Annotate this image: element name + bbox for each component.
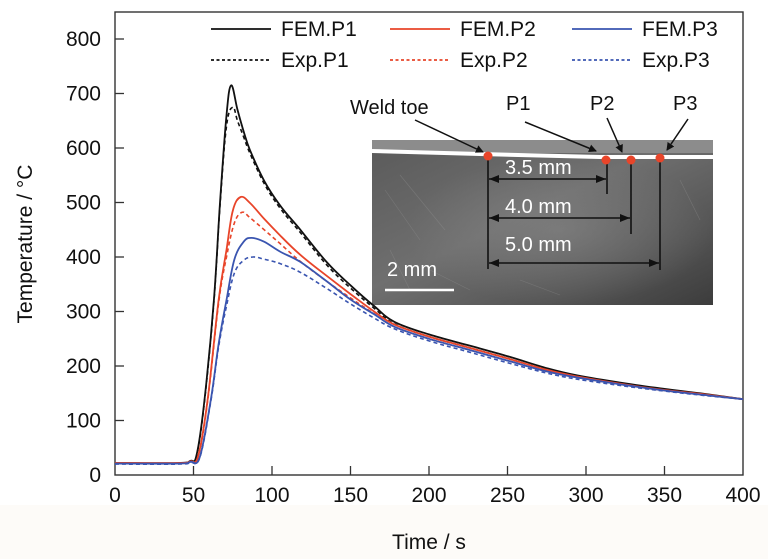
legend-label-fem-p3: FEM.P3 [642, 18, 718, 41]
photo-texture [384, 174, 701, 296]
y-tick-label: 300 [66, 301, 101, 324]
series-lines [114, 84, 744, 466]
y-axis-title: Temperature / °C [14, 165, 37, 324]
y-tick-label: 200 [66, 355, 101, 378]
series-line-fem-p2 [114, 195, 744, 465]
y-tick-label: 600 [66, 137, 101, 160]
p3-label: P3 [673, 93, 697, 115]
inset-micrograph: 3.5 mm 4.0 mm 5.0 mm 2 mm Weld toe P1 P2… [350, 93, 713, 305]
inset-photo-top-region [372, 140, 713, 153]
x-tick-label: 200 [411, 484, 446, 507]
legend-label-exp-p1: Exp.P1 [281, 49, 349, 72]
series-line-fem-p1 [114, 84, 744, 465]
x-tick-label: 50 [182, 484, 205, 507]
weld-toe-marker [483, 151, 493, 161]
y-tick-label: 100 [66, 410, 101, 433]
p1-pointer [524, 121, 597, 153]
x-tick-label: 350 [647, 484, 682, 507]
dim-label-4-0: 4.0 mm [505, 196, 572, 218]
x-tick-label: 0 [109, 484, 121, 507]
weld-toe-label: Weld toe [350, 97, 429, 119]
bottom-band [0, 505, 768, 559]
x-tick-label: 100 [254, 484, 289, 507]
legend-label-exp-p3: Exp.P3 [642, 49, 710, 72]
p2-marker [626, 155, 636, 165]
p2-pointer [606, 117, 623, 153]
inset-photo-glow [372, 140, 713, 305]
dim-label-5-0: 5.0 mm [505, 234, 572, 256]
p2-label: P2 [590, 93, 614, 115]
scale-bar-label: 2 mm [387, 259, 437, 281]
x-tick-label: 300 [568, 484, 603, 507]
x-tick-label: 250 [490, 484, 525, 507]
y-tick-label: 700 [66, 83, 101, 106]
dim-label-3-5: 3.5 mm [505, 157, 572, 179]
legend-label-fem-p2: FEM.P2 [460, 18, 536, 41]
series-line-fem-p3 [114, 236, 744, 465]
y-tick-label: 500 [66, 192, 101, 215]
x-tick-label: 150 [333, 484, 368, 507]
legend-label-exp-p2: Exp.P2 [460, 49, 528, 72]
weld-toe-pointer [414, 119, 484, 153]
p1-marker [601, 155, 611, 165]
p1-label: P1 [506, 93, 530, 115]
axis-ticks [115, 38, 666, 475]
y-tick-label: 400 [66, 246, 101, 269]
tick-labels: 0 50 100 150 200 250 300 350 400 0 100 200 300 400 500… [66, 28, 761, 507]
y-tick-label: 800 [66, 28, 101, 51]
p3-pointer [666, 118, 689, 151]
y-tick-label: 0 [89, 464, 101, 487]
p3-marker [655, 153, 665, 163]
x-tick-label: 400 [725, 484, 760, 507]
legend-label-fem-p1: FEM.P1 [281, 18, 357, 41]
x-axis-title: Time / s [392, 531, 466, 554]
legend: FEM.P1 FEM.P2 FEM.P3 Exp.P1 Exp.P2 Exp.P3 [211, 18, 718, 72]
